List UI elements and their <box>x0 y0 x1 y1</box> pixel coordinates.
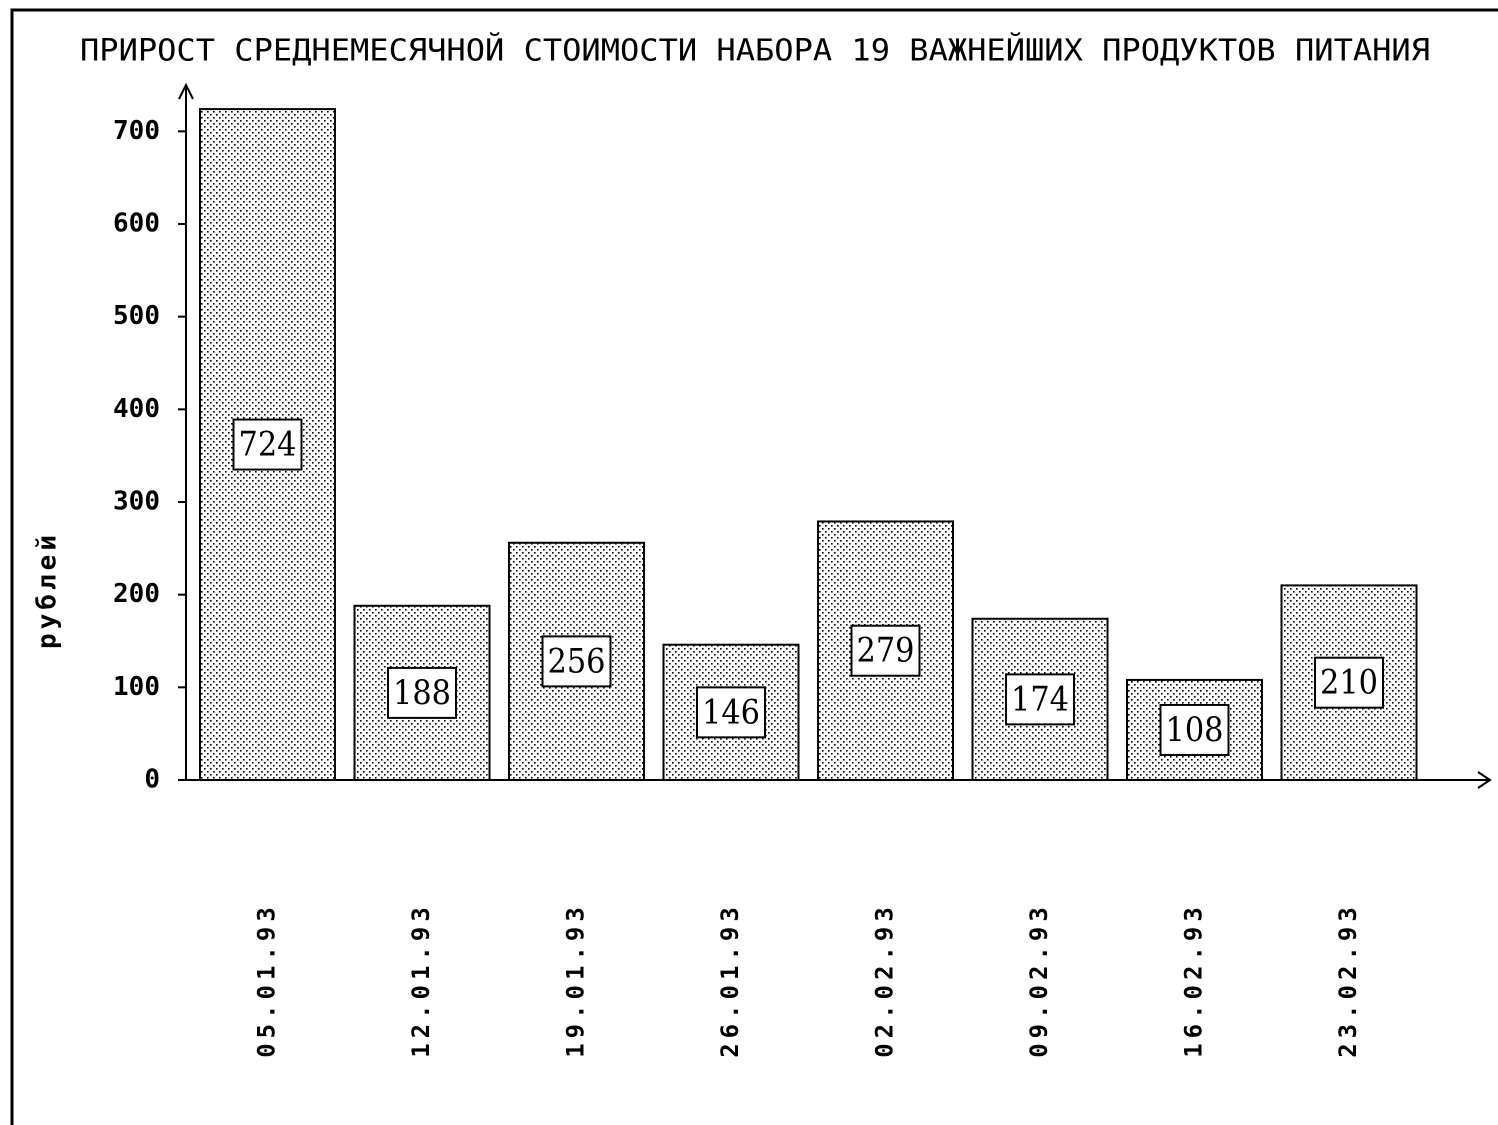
bar <box>817 520 954 782</box>
chart-title: ПРИРОСТ СРЕДНЕМЕСЯЧНОЙ СТОИМОСТИ НАБОРА … <box>80 33 1430 69</box>
y-tick-label: 200 <box>113 579 160 609</box>
value-label-box <box>541 635 612 688</box>
value-label-box <box>1005 673 1075 726</box>
y-tick-label: 100 <box>113 672 160 702</box>
y-tick-label: 500 <box>113 301 160 331</box>
x-axis-arrow <box>1477 771 1492 789</box>
y-tick-label: 300 <box>113 487 160 517</box>
value-label: 174 <box>1011 679 1069 719</box>
value-label: 210 <box>1320 663 1378 703</box>
y-axis-arrow <box>178 82 194 100</box>
value-label: 188 <box>393 673 451 713</box>
value-label-box <box>232 418 303 471</box>
value-label: 108 <box>1166 710 1224 750</box>
value-label-box <box>696 686 766 739</box>
x-tick-label: 26.01.93 <box>716 902 744 1058</box>
value-label: 279 <box>857 631 915 671</box>
x-tick-label: 16.02.93 <box>1180 902 1208 1058</box>
y-tick-label: 600 <box>113 209 160 239</box>
value-label: 724 <box>239 425 297 465</box>
value-label-box <box>850 624 921 677</box>
x-tick-label: 12.01.93 <box>407 902 435 1058</box>
value-label-box <box>1314 656 1384 709</box>
x-tick-label: 19.01.93 <box>562 902 590 1058</box>
x-tick-label: 23.02.93 <box>1334 902 1362 1058</box>
value-label: 146 <box>702 692 760 732</box>
x-tick-label: 05.01.93 <box>253 902 281 1058</box>
y-tick-label: 700 <box>113 116 160 146</box>
value-label: 256 <box>548 641 606 681</box>
y-axis-label: рублей <box>33 531 63 649</box>
value-label-box <box>1159 703 1230 756</box>
frame <box>10 8 1498 1125</box>
y-tick-label: 0 <box>144 765 160 795</box>
value-label-box <box>387 666 457 719</box>
x-tick-label: 02.02.93 <box>871 902 899 1058</box>
y-tick-label: 400 <box>113 394 160 424</box>
x-tick-label: 09.02.93 <box>1025 902 1053 1058</box>
